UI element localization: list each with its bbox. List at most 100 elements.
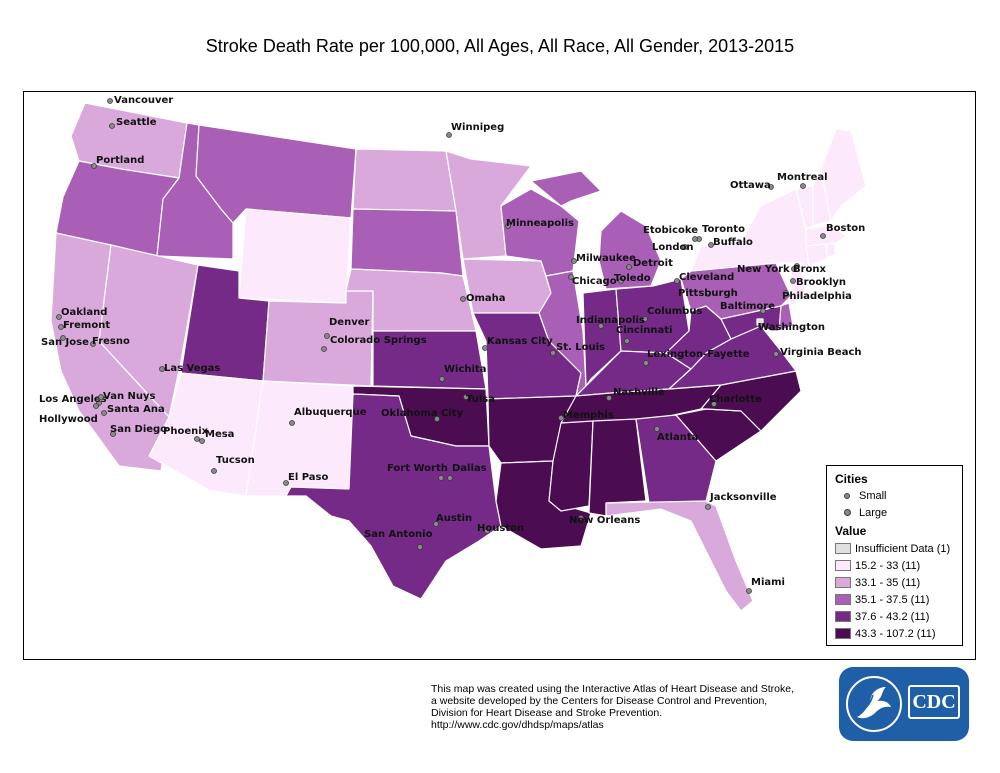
state-florida[interactable] [605,500,754,612]
city-label: Santa Ana [107,404,165,415]
map-legend: Cities Small Large Value Insufficient Da… [826,465,963,646]
hhs-eagle-icon [846,676,902,732]
state-north-dakota[interactable] [352,148,457,212]
city-label: Albuquerque [294,407,367,418]
city-label: Wichita [444,364,486,375]
city-label: Tucson [216,455,255,466]
city-label: El Paso [288,472,329,483]
city-label: Columbus [647,306,702,317]
city-label: Oakland [61,307,107,318]
city-label: Ottawa [730,180,771,191]
city-label: Los Angeles [39,394,107,405]
state-connecticut[interactable] [805,242,828,267]
city-label: Oklahoma City [381,408,464,419]
state-texas[interactable] [285,393,502,600]
legend-class-row: 43.3 - 107.2 (11) [835,627,936,640]
state-south-dakota[interactable] [350,208,464,277]
city-label: Hollywood [39,414,98,425]
city-label: Charlotte [709,394,762,405]
cdc-logo: CDC [839,667,969,741]
city-label: Cleveland [679,272,734,283]
legend-swatch [835,560,851,571]
city-label: Toledo [614,273,651,284]
legend-class-label: 15.2 - 33 (11) [855,559,921,572]
city-label: Philadelphia [782,291,852,302]
city-label: Seattle [116,117,157,128]
legend-class-row: Insufficient Data (1) [835,542,950,555]
city-label: Mesa [205,429,234,440]
city-label: Brooklyn [796,277,846,288]
state-indiana[interactable] [582,288,622,387]
city-label: Chicago [572,276,617,287]
city-label: Nashville [613,387,665,398]
city-label: Kansas City [487,336,553,347]
state-delaware[interactable] [778,302,794,332]
state-rhode-island[interactable] [826,242,836,258]
city-label: Phoenix [163,426,209,437]
footer-line: This map was created using the Interacti… [431,683,795,695]
state-nevada[interactable] [98,244,199,418]
city-label: New Orleans [569,515,640,526]
legend-class-label: Insufficient Data (1) [855,542,951,555]
city-label: Houston [477,523,524,534]
city-label: San Jose [41,337,89,348]
city-label: Milwaukee [576,253,636,264]
legend-class-row: 37.6 - 43.2 (11) [835,610,929,623]
city-label: St. Louis [556,342,605,353]
legend-class-label: 33.1 - 35 (11) [855,576,921,589]
legend-swatch [835,628,851,639]
footer-line: Division for Heart Disease and Stroke Pr… [431,707,663,719]
legend-class-label: 37.6 - 43.2 (11) [855,610,930,623]
legend-class-label: 43.3 - 107.2 (11) [855,627,936,640]
legend-cities-heading: Cities [835,472,868,486]
legend-swatch [835,543,851,554]
city-label: Van Nuys [103,391,156,402]
city-label: Detroit [633,258,673,269]
city-label: Etobicoke [643,225,698,236]
legend-class-row: 33.1 - 35 (11) [835,576,920,589]
map-title: Stroke Death Rate per 100,000, All Ages,… [205,36,795,56]
legend-swatch [835,611,851,622]
large-city-dot-icon [843,507,851,519]
city-label: Austin [436,513,472,524]
state-georgia[interactable] [635,414,717,504]
cdc-wordmark: CDC [908,685,960,719]
legend-swatch [835,577,851,588]
city-label: Portland [96,155,144,166]
state-wyoming[interactable] [238,208,352,304]
city-label: Bronx [793,264,827,275]
state-alabama[interactable] [588,418,647,517]
city-label: San Antonio [364,529,433,540]
city-label: Virginia Beach [780,347,861,358]
city-label: Miami [751,577,785,588]
city-label: Tulsa [466,394,495,405]
city-label: Dallas [452,463,487,474]
legend-class-row: 15.2 - 33 (11) [835,559,920,572]
city-label: Denver [329,317,370,328]
state-massachusetts[interactable] [805,224,847,247]
city-label: Baltimore [720,301,775,312]
city-label: London [652,242,694,253]
footer-link[interactable]: http://www.cdc.gov/dhdsp/maps/atlas [431,719,604,731]
city-label: Minneapolis [506,218,574,229]
city-label: Buffalo [713,237,753,248]
legend-class-row: 35.1 - 37.5 (11) [835,593,929,606]
city-label: New York [737,264,790,275]
city-label: Indianapolis [576,315,645,326]
city-label: Jacksonville [709,492,777,503]
state-montana[interactable] [195,124,357,224]
state-michigan[interactable] [530,170,662,290]
state-illinois[interactable] [538,270,587,397]
city-label: San Diego [110,424,167,435]
city-label: Winnipeg [451,122,504,133]
city-label: Atlanta [657,432,698,443]
legend-swatch [835,594,851,605]
state-maine[interactable] [820,128,867,222]
choropleth-map: Vancouver Seattle Portland Winnipeg Oakl… [39,95,867,612]
legend-large-label: Large [859,506,888,519]
state-iowa[interactable] [462,258,552,314]
footer-line: a website developed by the Centers for D… [431,695,768,707]
city-label: Boston [826,223,865,234]
city-label: Cincinnati [616,325,672,336]
city-label: Fremont [63,320,110,331]
